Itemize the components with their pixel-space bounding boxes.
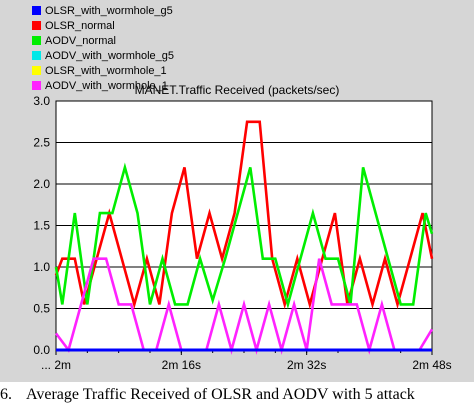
line-chart: 0.0 0.5 1.0 1.5 2.0 2.5 3.0 ... 2m 2m 16s 2m 32s 2… xyxy=(33,94,451,372)
legend-swatch xyxy=(32,21,41,30)
legend-item: OLSR_with_wormhole_g5 xyxy=(32,4,174,19)
series-line-aodv-normal xyxy=(54,162,434,310)
chart-title: MANET.Traffic Received (packets/sec) xyxy=(134,83,340,97)
legend-item: AODV_with_wormhole_g5 xyxy=(32,49,174,64)
y-tick-label: 2.0 xyxy=(33,177,50,191)
legend-label: AODV_with_wormhole_g5 xyxy=(45,50,175,62)
legend-label: AODV_normal xyxy=(45,35,116,47)
legend-swatch xyxy=(32,66,41,75)
y-tick-label: 1.5 xyxy=(33,219,50,233)
x-tick-label: 2m 48s xyxy=(412,358,451,372)
x-tick-label: ... 2m xyxy=(41,358,71,372)
legend-label: OLSR_with_wormhole_1 xyxy=(45,65,167,77)
figure-caption: 6. Average Traffic Received of OLSR and A… xyxy=(0,386,474,404)
legend-label: OLSR_with_wormhole_g5 xyxy=(45,5,173,17)
legend-item: OLSR_with_wormhole_1 xyxy=(32,64,174,79)
legend-swatch xyxy=(32,81,41,90)
y-tick-label: 3.0 xyxy=(33,94,50,108)
x-tick-label: 2m 32s xyxy=(287,358,326,372)
y-tick-label: 0.5 xyxy=(33,302,50,316)
y-tick-label: 0.0 xyxy=(33,343,50,357)
legend-swatch xyxy=(32,51,41,60)
legend-item: AODV_normal xyxy=(32,34,174,49)
chart-panel: OLSR_with_wormhole_g5 OLSR_normal AODV_nor… xyxy=(0,0,474,382)
x-tick-label: 2m 16s xyxy=(162,358,201,372)
caption-text: Average Traffic Received of OLSR and AOD… xyxy=(26,386,415,403)
legend-item: AODV_with_wormhole_1 xyxy=(32,79,174,94)
legend-item: OLSR_normal xyxy=(32,19,174,34)
y-tick-label: 1.0 xyxy=(33,260,50,274)
legend-swatch xyxy=(32,6,41,15)
legend: OLSR_with_wormhole_g5 OLSR_normal AODV_nor… xyxy=(32,4,174,94)
y-tick-label: 2.5 xyxy=(33,136,50,150)
series-line-olsr-normal xyxy=(54,120,434,310)
caption-number: 6. xyxy=(0,386,12,403)
legend-label: OLSR_normal xyxy=(45,20,115,32)
legend-label: AODV_with_wormhole_1 xyxy=(45,80,168,92)
legend-swatch xyxy=(32,36,41,45)
